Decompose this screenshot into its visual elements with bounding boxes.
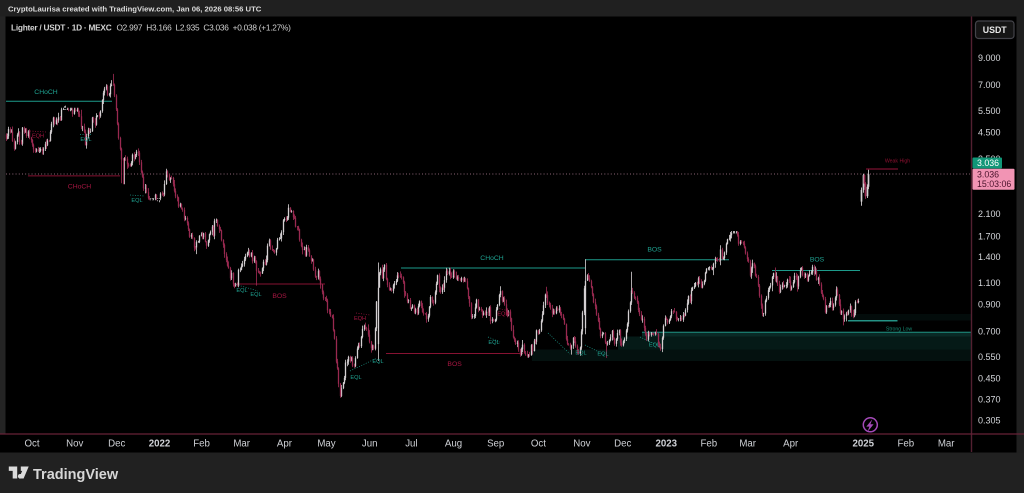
svg-text:EQL: EQL — [649, 343, 660, 349]
svg-text:Apr: Apr — [783, 439, 799, 450]
svg-text:0.305: 0.305 — [978, 415, 1001, 425]
svg-text:0.700: 0.700 — [978, 326, 1001, 336]
svg-text:USDT: USDT — [983, 25, 1008, 35]
svg-text:Mar: Mar — [233, 439, 250, 450]
svg-text:Feb: Feb — [193, 439, 210, 450]
svg-text:Apr: Apr — [277, 439, 293, 450]
svg-text:EQL: EQL — [488, 340, 499, 346]
svg-text:Mar: Mar — [739, 439, 756, 450]
svg-text:CHoCH: CHoCH — [34, 89, 58, 96]
svg-text:2022: 2022 — [149, 439, 171, 450]
svg-text:Aug: Aug — [445, 439, 462, 450]
svg-text:Jun: Jun — [362, 439, 378, 450]
svg-text:Sep: Sep — [487, 439, 504, 450]
svg-text:3.036: 3.036 — [977, 158, 999, 168]
svg-text:Feb: Feb — [700, 439, 717, 450]
svg-text:Oct: Oct — [531, 439, 546, 450]
svg-text:15:03:06: 15:03:06 — [977, 179, 1011, 189]
svg-text:Nov: Nov — [66, 439, 83, 450]
svg-text:Dec: Dec — [614, 439, 631, 450]
svg-text:2025: 2025 — [853, 439, 875, 450]
svg-text:BOS: BOS — [810, 257, 825, 264]
svg-text:EQL: EQL — [597, 352, 608, 358]
svg-text:4.500: 4.500 — [978, 127, 1001, 137]
svg-text:EQL: EQL — [80, 137, 91, 143]
svg-text:2023: 2023 — [656, 439, 678, 450]
svg-text:EQL: EQL — [131, 198, 142, 204]
svg-text:1.100: 1.100 — [978, 278, 1001, 288]
svg-text:2.100: 2.100 — [978, 209, 1001, 219]
svg-text:EQH: EQH — [497, 312, 509, 318]
svg-text:CHoCH: CHoCH — [68, 183, 92, 190]
svg-text:Weak High: Weak High — [885, 159, 910, 165]
svg-text:Feb: Feb — [897, 439, 914, 450]
svg-text:BOS: BOS — [447, 361, 462, 368]
svg-text:TradingView: TradingView — [33, 467, 119, 483]
svg-text:5.500: 5.500 — [978, 106, 1001, 116]
svg-text:0.550: 0.550 — [978, 352, 1001, 362]
svg-text:3.036: 3.036 — [977, 170, 999, 180]
svg-text:0.450: 0.450 — [978, 374, 1001, 384]
svg-text:EQL: EQL — [236, 288, 247, 294]
svg-text:Oct: Oct — [24, 439, 39, 450]
svg-text:EQL: EQL — [250, 292, 261, 298]
svg-text:BOS: BOS — [272, 293, 287, 300]
svg-text:EQL: EQL — [372, 359, 383, 365]
svg-text:May: May — [317, 439, 335, 450]
svg-text:1.700: 1.700 — [978, 231, 1001, 241]
svg-text:BOS: BOS — [647, 246, 662, 253]
svg-text:CHoCH: CHoCH — [480, 255, 504, 262]
svg-text:Dec: Dec — [108, 439, 125, 450]
svg-text:CryptoLaurisa created with Tra: CryptoLaurisa created with TradingView.c… — [8, 5, 262, 14]
svg-text:9.000: 9.000 — [978, 53, 1001, 63]
svg-text:0.370: 0.370 — [978, 395, 1001, 405]
svg-text:EQL: EQL — [350, 375, 361, 381]
svg-text:Jul: Jul — [405, 439, 417, 450]
svg-text:0.900: 0.900 — [978, 300, 1001, 310]
svg-text:Mar: Mar — [938, 439, 955, 450]
svg-text:Nov: Nov — [573, 439, 590, 450]
svg-text:EQH: EQH — [32, 134, 44, 140]
svg-text:1.400: 1.400 — [978, 252, 1001, 262]
svg-text:EQL: EQL — [575, 351, 586, 357]
svg-text:EQH: EQH — [354, 316, 366, 322]
svg-text:Strong Low: Strong Low — [886, 327, 912, 333]
svg-text:7.000: 7.000 — [978, 80, 1001, 90]
